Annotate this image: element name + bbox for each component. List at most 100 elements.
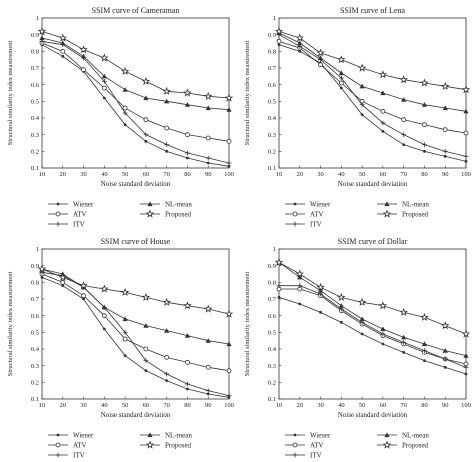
data-point-proposed: [58, 272, 68, 281]
legend-item-proposed: Proposed: [140, 440, 192, 450]
data-point-itv: [185, 381, 190, 387]
y-tick-label: 0.3: [31, 132, 39, 139]
data-point-nl-mean: [380, 90, 386, 96]
data-point-proposed: [120, 66, 130, 75]
data-point-atv: [338, 80, 344, 86]
data-point-itv: [442, 148, 448, 154]
data-point-proposed: [399, 75, 408, 84]
data-point-wiener: [165, 149, 169, 153]
x-tick-label: 60: [143, 402, 150, 409]
data-point-atv: [185, 359, 190, 365]
series-line-proposed: [41, 30, 230, 99]
y-tick-label: 0.5: [31, 99, 39, 106]
legend-item-atv: ATV: [48, 211, 87, 219]
data-point-nl-mean: [359, 316, 365, 322]
data-point-nl-mean: [122, 316, 128, 322]
data-point-proposed: [203, 304, 213, 313]
plot-frame: [278, 248, 467, 400]
data-point-atv: [442, 127, 448, 133]
y-tick-label: 0.8: [31, 49, 39, 56]
legend-item-proposed: Proposed: [377, 209, 429, 219]
data-point-atv: [422, 122, 427, 128]
y-tick-label: 0.7: [31, 65, 40, 72]
data-point-nl-mean: [338, 70, 344, 76]
data-point-wiener: [443, 154, 447, 158]
data-point-proposed: [141, 292, 151, 301]
data-point-proposed: [440, 321, 450, 330]
data-point-wiener: [319, 310, 322, 314]
data-point-proposed: [461, 85, 471, 94]
series-line-nl-mean: [278, 32, 467, 112]
data-point-atv: [318, 62, 323, 68]
data-point-proposed: [162, 297, 171, 306]
data-point-proposed: [420, 312, 429, 321]
plot-frame: [41, 17, 230, 169]
x-tick-label: 60: [380, 171, 387, 178]
data-point-itv: [359, 102, 365, 108]
legend-marker: [292, 452, 298, 458]
legend-item-nl-mean: NL-mean: [377, 201, 429, 209]
plot-frame: [41, 248, 230, 400]
chart-cameraman: SSIM curve of Cameraman 10 20 30 40 50 60 70 80 9…: [0, 0, 237, 231]
series-wiener: [277, 295, 468, 376]
y-tick-label: 0.9: [268, 32, 276, 39]
x-tick-label: 100: [461, 402, 471, 409]
x-tick-label: 60: [143, 171, 150, 178]
legend-marker: [384, 201, 390, 207]
legend-marker: [384, 432, 390, 438]
series-line-proposed: [278, 261, 467, 335]
data-point-nl-mean: [317, 55, 324, 61]
x-tick-label: 70: [163, 171, 170, 178]
data-point-proposed: [58, 33, 68, 42]
x-tick-label: 50: [359, 171, 366, 178]
data-point-wiener: [423, 149, 426, 153]
legend-marker: [293, 202, 297, 206]
data-point-nl-mean: [226, 107, 232, 112]
data-point-wiener: [381, 129, 385, 133]
series-line-nl-mean: [41, 37, 230, 111]
y-tick-label: 0.4: [31, 346, 40, 353]
y-tick-label: 0.7: [268, 296, 277, 303]
data-point-atv: [164, 125, 170, 131]
x-tick-label: 60: [380, 402, 387, 409]
series-proposed: [37, 264, 234, 318]
data-point-itv: [422, 142, 427, 148]
legend-item-itv: ITV: [285, 452, 322, 460]
data-point-atv: [276, 38, 282, 44]
data-point-nl-mean: [205, 338, 211, 343]
data-point-wiener: [82, 297, 85, 301]
series-wiener: [40, 275, 231, 399]
data-point-itv: [164, 142, 170, 148]
data-point-wiener: [206, 392, 210, 396]
x-tick-label: 80: [421, 171, 428, 178]
legend-marker: [293, 433, 297, 437]
data-point-wiener: [40, 275, 44, 279]
series-itv: [39, 38, 232, 166]
data-point-proposed: [399, 307, 408, 316]
data-point-nl-mean: [205, 105, 211, 111]
y-tick-label: 0.1: [31, 165, 39, 172]
data-point-nl-mean: [297, 274, 303, 280]
y-tick-label: 0.6: [31, 313, 40, 320]
data-point-nl-mean: [463, 108, 469, 114]
x-tick-label: 20: [60, 171, 67, 178]
data-point-nl-mean: [421, 102, 428, 107]
series-wiener: [40, 43, 231, 168]
legend-item-atv: ATV: [285, 211, 324, 219]
data-point-proposed: [37, 26, 47, 35]
series-line-proposed: [278, 30, 467, 91]
data-point-atv: [143, 346, 149, 352]
data-point-proposed: [79, 45, 88, 54]
x-tick-label: 50: [122, 171, 129, 178]
y-tick-label: 0.4: [268, 346, 277, 353]
legend-label: ATV: [73, 442, 87, 450]
data-point-wiener: [102, 327, 106, 331]
data-point-nl-mean: [60, 40, 66, 46]
x-tick-label: 40: [338, 171, 345, 178]
data-point-wiener: [464, 372, 468, 376]
x-tick-label: 10: [39, 402, 46, 409]
series-line-wiener: [41, 276, 230, 398]
data-point-wiener: [464, 159, 468, 163]
y-axis-label: Structural similarity index measurement: [244, 41, 251, 146]
